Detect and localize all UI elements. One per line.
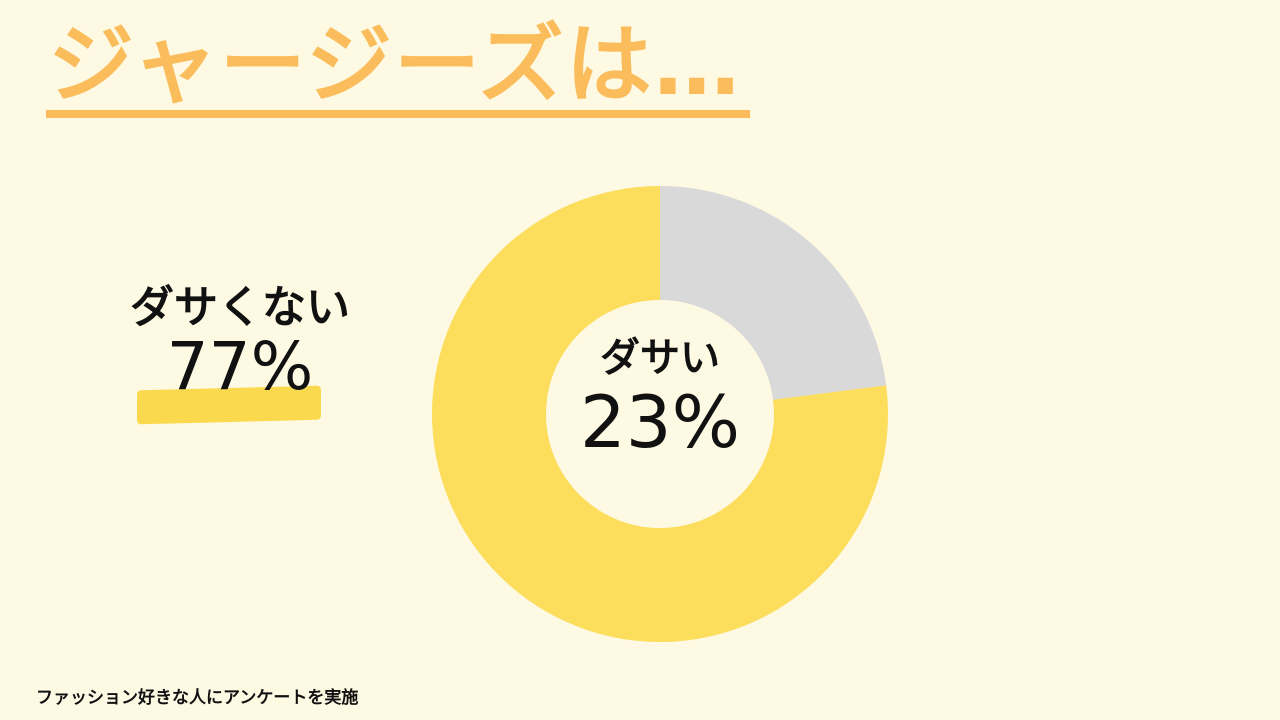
- legend-dasai: ダサい 23%: [560, 336, 760, 458]
- label-dasai-name: ダサい: [600, 335, 720, 381]
- label-not-dasai-pct: 77%: [166, 328, 314, 406]
- slice-not-dasai: [432, 186, 888, 643]
- title-underline: [46, 110, 750, 118]
- legend-not-dasai: ダサくない 77%: [120, 282, 360, 406]
- label-not-dasai-name: ダサくない: [130, 282, 350, 333]
- page-title: ジャージーズは…: [48, 15, 742, 115]
- footnote: ファッション好きな人にアンケートを実施: [36, 688, 359, 708]
- slice-dasai: [660, 186, 887, 400]
- label-dasai-pct: 23%: [579, 380, 741, 464]
